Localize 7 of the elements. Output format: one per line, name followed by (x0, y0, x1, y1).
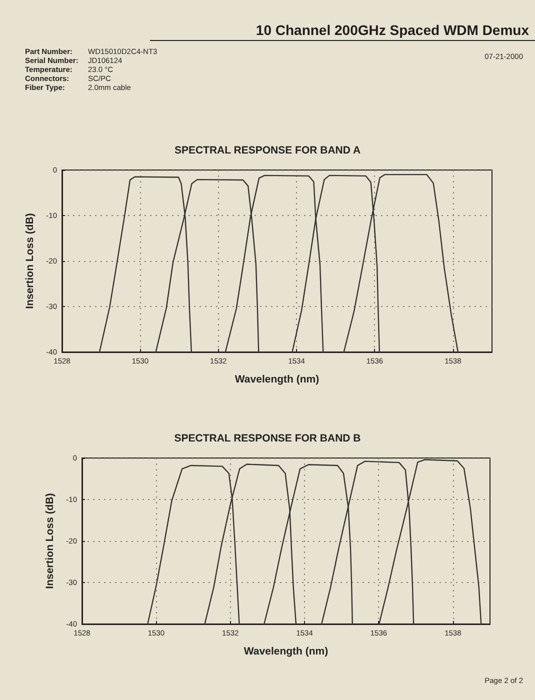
x-axis-title: Wavelength (nm) (234, 374, 320, 386)
text: 10 Channel 200GHz Spaced WDM Demux (256, 22, 529, 38)
chart-title: SPECTRAL RESPONSE FOR BAND B (174, 432, 362, 444)
chart-title: SPECTRAL RESPONSE FOR BAND A (174, 144, 361, 156)
y-axis-title: Insertion Loss (dB) (44, 493, 56, 589)
x-axis-title: Wavelength (nm) (244, 646, 328, 658)
y-axis-title: Insertion Loss (dB) (24, 213, 36, 309)
